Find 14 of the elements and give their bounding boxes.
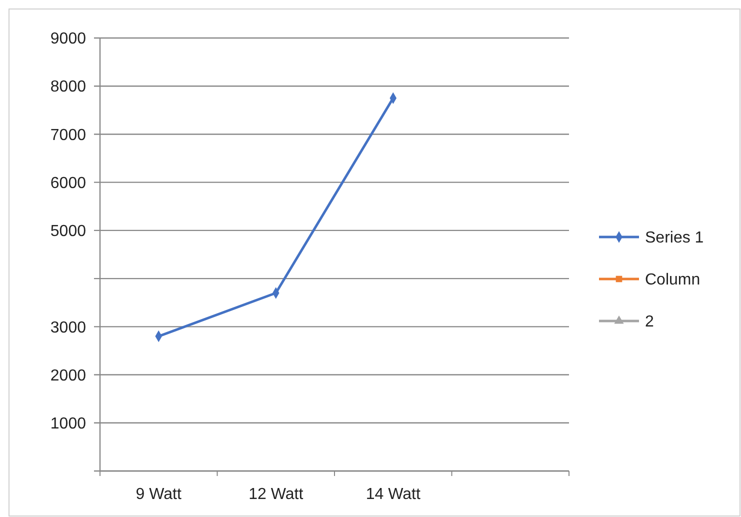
legend-label: 2: [645, 314, 654, 331]
x-tick-label: 9 Watt: [136, 486, 182, 503]
y-tick-label: 6000: [50, 174, 86, 192]
y-tick-label: 7000: [50, 126, 86, 144]
y-tick-label: 3000: [50, 319, 86, 336]
legend-label: Column: [645, 272, 700, 289]
y-tick-label: 9000: [50, 30, 86, 48]
y-tick-label: 8000: [50, 78, 86, 96]
legend-label: Series 1: [645, 230, 704, 247]
x-tick-label: 12 Watt: [248, 486, 304, 503]
x-tick-label: 14 Watt: [366, 486, 421, 503]
y-tick-label: 2000: [50, 367, 86, 384]
y-tick-label: 1000: [50, 415, 86, 432]
y-tick-label: 5000: [50, 223, 86, 240]
